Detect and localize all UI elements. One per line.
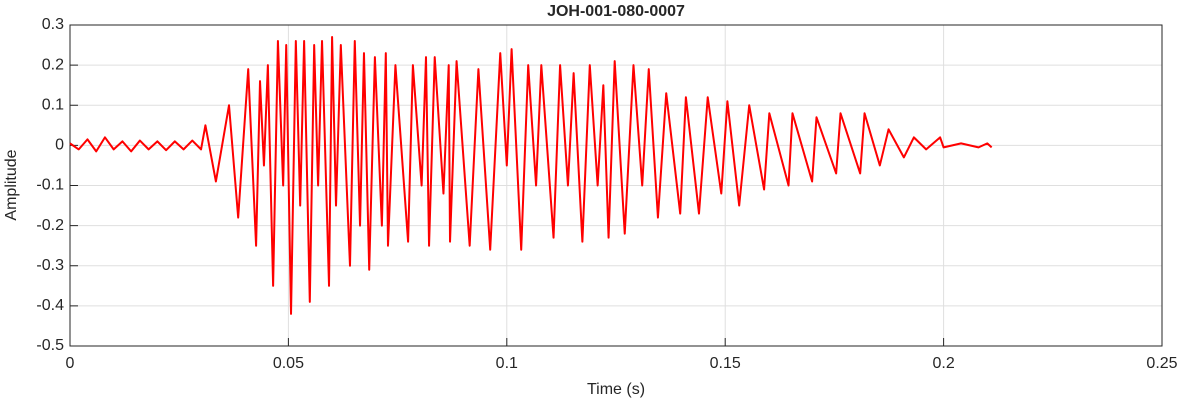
y-tick-label: -0.5 [36,337,64,354]
x-tick-label: 0.15 [710,355,741,372]
signal-line [69,36,993,315]
y-axis-label: Amplitude [3,149,20,220]
y-tick-label: -0.2 [36,217,64,234]
x-tick-label: 0.05 [273,355,304,372]
x-axis-label: Time (s) [587,381,645,398]
y-tick-label: 0.2 [42,56,64,73]
y-tick-label: -0.3 [36,257,64,274]
y-tick-label: -0.4 [36,297,64,314]
y-tick-label: 0.1 [42,96,64,113]
y-tick-label: 0.3 [42,16,64,33]
x-tick-label: 0.25 [1146,355,1177,372]
x-tick-label: 0.2 [932,355,954,372]
x-tick-label: 0 [66,355,75,372]
x-tick-label: 0.1 [496,355,518,372]
y-tick-label: -0.1 [36,177,64,194]
chart-title: JOH-001-080-0007 [547,3,685,20]
plot-frame [69,24,1163,347]
y-tick-label: 0 [55,137,64,154]
